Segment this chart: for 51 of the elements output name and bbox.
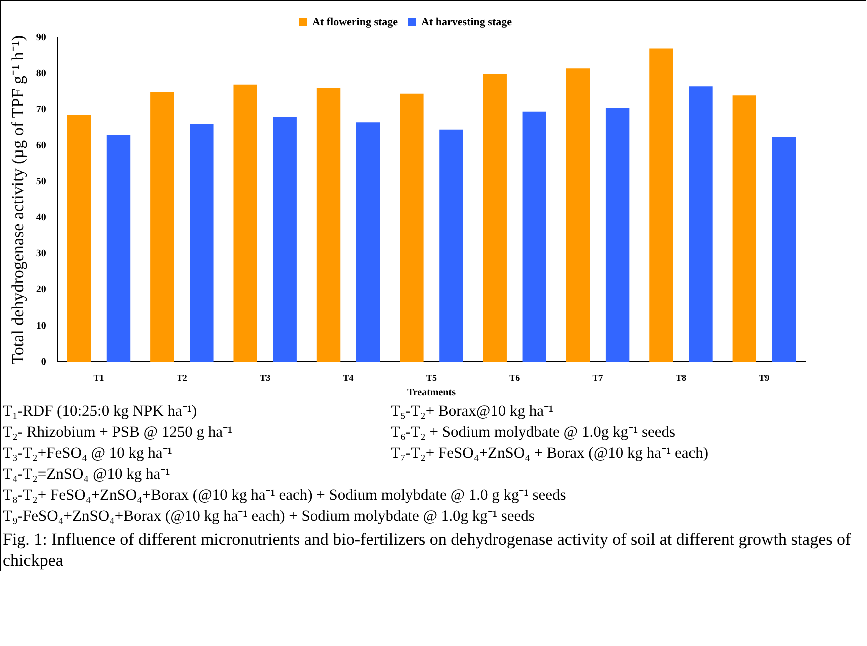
y-tick-label: 70 [36, 104, 46, 116]
x-tick-label: T2 [176, 372, 188, 383]
bar [606, 108, 630, 362]
legend-label: At harvesting stage [422, 16, 512, 28]
text: T₁-RDF (10:25:0 kg NPK ha⁻¹) [3, 402, 198, 422]
bar [689, 86, 713, 362]
y-tick-label: 0 [41, 356, 46, 368]
text: T₉-FeSO₄+ZnSO₄+Borax (@10 kg ha⁻¹ each) + Sodium molybdate @ 1.0g kg⁻¹ seeds [3, 507, 536, 527]
y-tick-label: 20 [36, 284, 46, 296]
text: T₄-T₂=ZnSO₄ @10 kg ha⁻¹ [3, 465, 172, 485]
x-tick-label: T6 [510, 372, 521, 383]
x-tick-label: T4 [343, 372, 354, 383]
text: Fig. 1: Influence of different micronutrients and bio-fertilizers on dehydrogenase activity of soil at different growth stages of chickpea [2, 529, 852, 571]
bar [356, 122, 380, 362]
y-tick-label: 60 [36, 140, 46, 152]
legend-label: At flowering stage [312, 16, 398, 28]
bar [522, 112, 546, 362]
text: T₃-T₂+FeSO₄ @ 10 kg ha⁻¹ [3, 444, 174, 464]
text: T₆-T₂ + Sodium molydbate @ 1.0g kg⁻¹ seeds [391, 423, 677, 443]
y-tick-label: 10 [36, 320, 46, 332]
bar [273, 117, 297, 362]
x-tick-label: T1 [94, 372, 105, 383]
y-tick-label: 90 [36, 32, 46, 44]
bar [316, 88, 341, 362]
x-tick-label: T5 [426, 372, 438, 383]
bar [483, 74, 507, 362]
bar [772, 137, 796, 362]
bar [566, 68, 590, 362]
y-tick-label: 40 [36, 212, 46, 224]
bar [234, 84, 258, 362]
x-tick-label: T7 [592, 372, 604, 383]
y-tick-label: 50 [36, 176, 46, 188]
x-tick-label: T8 [676, 372, 687, 383]
bar [190, 124, 214, 362]
bar [150, 92, 174, 362]
y-tick-label: 80 [36, 68, 46, 80]
x-tick-label: T9 [759, 372, 770, 383]
x-tick-label: T3 [260, 372, 272, 383]
bar [732, 96, 757, 362]
bar [106, 135, 131, 362]
y-tick-label: 30 [36, 248, 46, 260]
bar [440, 130, 464, 362]
text: T₇-T₂+ FeSO₄+ZnSO₄ + Borax (@10 kg ha⁻¹ each) [391, 444, 709, 464]
text: T₅-T₂+ Borax@10 kg ha⁻¹ [391, 402, 555, 422]
text: T₈-T₂+ FeSO₄+ZnSO₄+Borax (@10 kg ha⁻¹ each) + Sodium molybdate @ 1.0 g kg⁻¹ seeds [3, 486, 568, 506]
bar [67, 115, 92, 362]
x-axis-title: Treatments [407, 388, 456, 399]
bar [400, 94, 424, 362]
text: T₂- Rhizobium + PSB @ 1250 g ha⁻¹ [3, 423, 234, 443]
bar [650, 48, 674, 362]
y-axis-title: Total dehydrogenase activity (µg of TPF g⁻¹ h⁻¹) [8, 35, 28, 365]
